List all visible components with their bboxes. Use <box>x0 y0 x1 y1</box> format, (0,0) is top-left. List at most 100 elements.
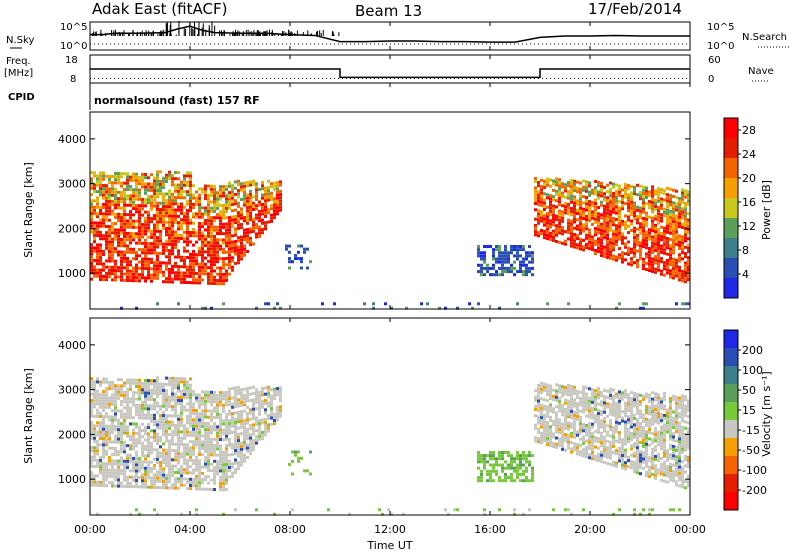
velocity-cell <box>90 458 93 462</box>
velocity-cell <box>174 433 177 437</box>
velocity-cell <box>183 427 186 431</box>
velocity-cell <box>186 480 189 484</box>
power-cell <box>201 247 204 251</box>
velocity-cell <box>123 469 126 473</box>
velocity-cell <box>582 448 585 452</box>
power-cell <box>135 306 138 310</box>
velocity-cell <box>615 414 618 418</box>
power-cell <box>627 231 630 235</box>
power-cell <box>648 237 651 241</box>
velocity-cell <box>171 483 174 487</box>
velocity-cell <box>603 435 606 439</box>
power-cell <box>156 223 159 227</box>
velocity-cell <box>174 386 177 390</box>
velocity-cell <box>171 470 174 474</box>
power-cell <box>483 254 486 258</box>
velocity-cell <box>204 406 207 410</box>
power-cell <box>681 200 684 204</box>
velocity-cell <box>114 390 117 394</box>
power-cell <box>675 221 678 225</box>
velocity-cell <box>570 384 573 388</box>
velocity-cell <box>114 387 117 391</box>
power-cell <box>516 257 519 261</box>
velocity-cell <box>258 419 261 423</box>
power-cell <box>252 182 255 186</box>
power-cell <box>159 220 162 224</box>
power-cell <box>123 222 126 226</box>
power-cell <box>525 266 528 270</box>
power-cell <box>606 252 609 256</box>
power-cell <box>150 260 153 264</box>
power-cell <box>534 227 537 231</box>
power-cell <box>615 255 618 259</box>
power-cell <box>678 215 681 219</box>
power-cell <box>678 218 681 222</box>
power-cell <box>561 216 564 220</box>
velocity-cell <box>195 512 198 516</box>
power-cell <box>576 246 579 250</box>
power-cell <box>603 248 606 252</box>
power-cell <box>96 255 99 259</box>
power-cell <box>183 255 186 259</box>
power-cell <box>672 248 675 252</box>
power-cell <box>477 254 480 258</box>
power-cell <box>639 231 642 235</box>
velocity-cell <box>156 376 159 380</box>
power-cell <box>171 202 174 206</box>
power-cell <box>600 194 603 198</box>
velocity-cell <box>168 448 171 452</box>
power-cell <box>144 248 147 252</box>
power-cell <box>657 199 660 203</box>
velocity-cell <box>492 457 495 461</box>
power-cell <box>114 250 117 254</box>
power-cell <box>684 205 687 209</box>
power-cell <box>138 226 141 230</box>
power-cell <box>255 207 258 211</box>
velocity-cell <box>111 481 114 485</box>
power-cell <box>237 255 240 259</box>
power-cell <box>480 270 483 274</box>
power-cell <box>567 206 570 210</box>
power-cell <box>168 249 171 253</box>
velocity-cell <box>117 440 120 444</box>
velocity-cell <box>99 462 102 466</box>
velocity-cell <box>555 417 558 421</box>
power-cell <box>93 211 96 215</box>
velocity-cell <box>132 431 135 435</box>
power-cell <box>207 209 210 213</box>
velocity-cell <box>192 480 195 484</box>
velocity-cell <box>150 404 153 408</box>
power-cell <box>219 282 222 286</box>
power-cell <box>234 199 237 203</box>
power-cell <box>177 236 180 240</box>
power-cell <box>153 273 156 277</box>
power-cell <box>600 191 603 195</box>
velocity-cell <box>588 446 591 450</box>
power-cell <box>279 183 282 187</box>
velocity-cell <box>234 467 237 471</box>
power-cell <box>117 228 120 232</box>
power-cell <box>609 225 612 229</box>
velocity-cell <box>606 402 609 406</box>
power-cell <box>153 239 156 243</box>
power-cell <box>222 247 225 251</box>
power-cell <box>93 265 96 269</box>
power-cell <box>546 183 549 187</box>
velocity-cell <box>549 387 552 391</box>
power-cell <box>498 260 501 264</box>
velocity-cell <box>105 468 108 472</box>
power-cell <box>630 191 633 195</box>
power-cell <box>273 206 276 210</box>
velocity-cell <box>183 471 186 475</box>
power-cell <box>516 270 519 274</box>
power-cell <box>198 193 201 197</box>
power-cell <box>501 251 504 255</box>
velocity-cell <box>273 387 276 391</box>
power-cell <box>177 274 180 278</box>
power-cell <box>546 212 549 216</box>
velocity-cell <box>102 427 105 431</box>
power-cell <box>186 224 189 228</box>
velocity-cell <box>573 423 576 427</box>
power-cell <box>672 242 675 246</box>
power-cell <box>192 202 195 206</box>
